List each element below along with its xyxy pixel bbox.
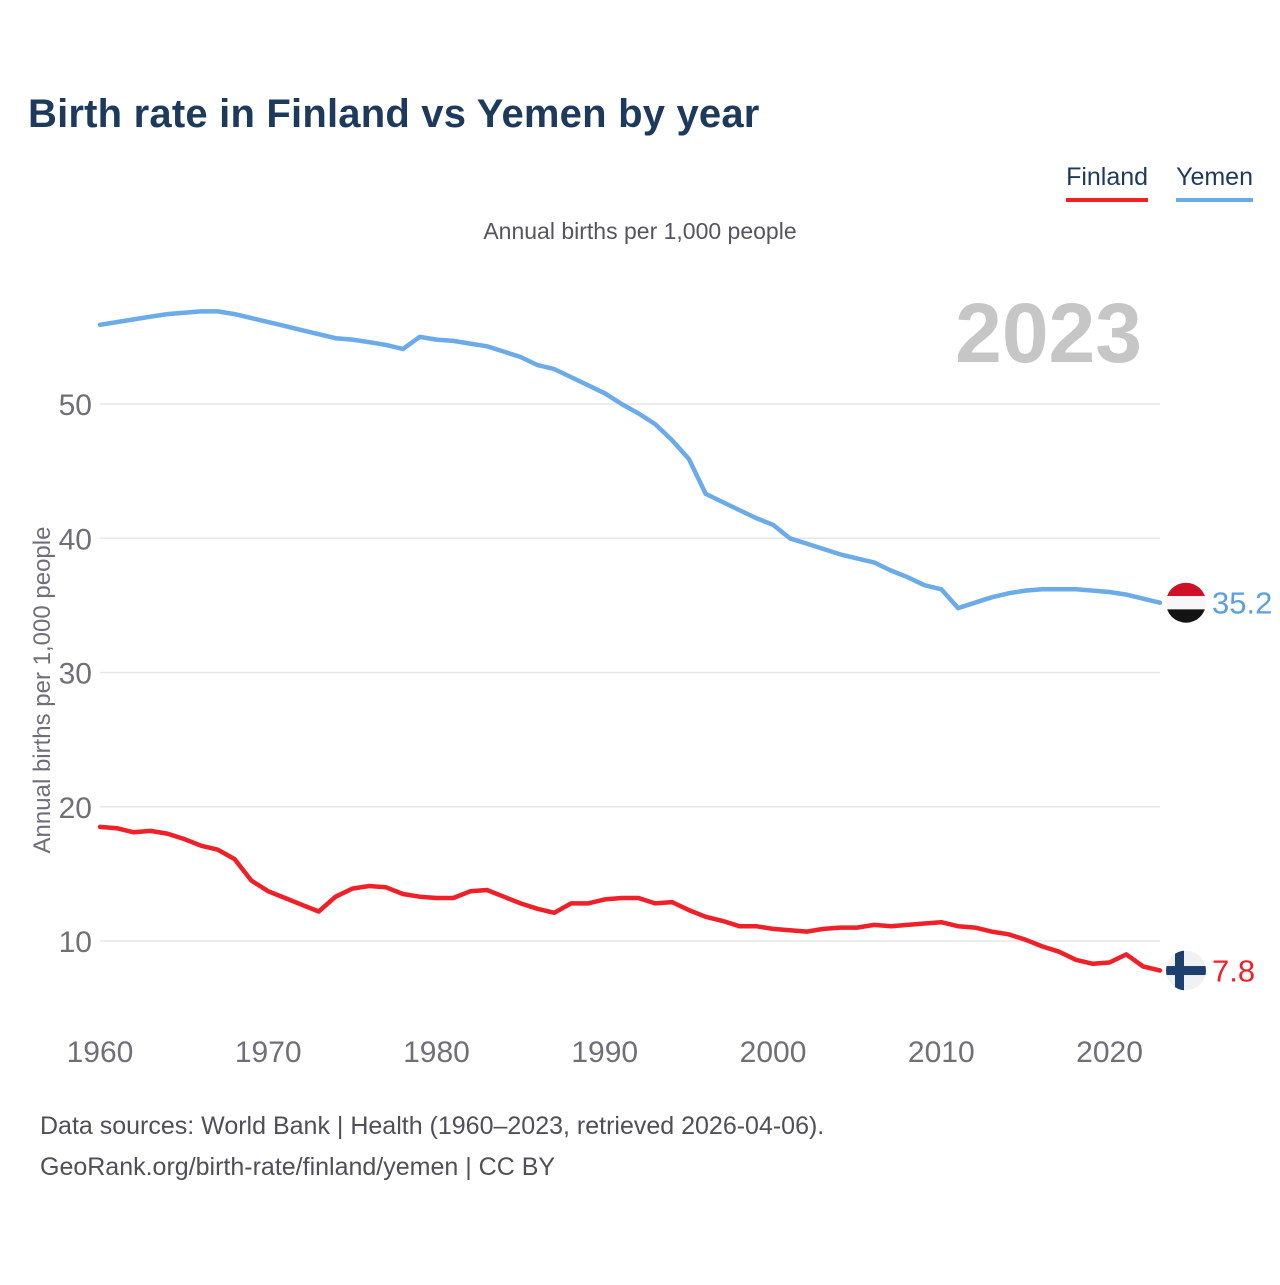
x-tick-label: 1960 bbox=[67, 1036, 134, 1069]
footer: Data sources: World Bank | Health (1960–… bbox=[40, 1106, 824, 1188]
footer-sources: Data sources: World Bank | Health (1960–… bbox=[40, 1112, 825, 1140]
y-tick-label: 10 bbox=[59, 926, 92, 959]
x-tick-label: 2020 bbox=[1076, 1036, 1143, 1069]
x-tick-label: 1980 bbox=[403, 1036, 470, 1069]
yemen-flag-icon bbox=[1166, 582, 1206, 623]
legend: Finland Yemen bbox=[1066, 163, 1253, 202]
x-tick-label: 1990 bbox=[571, 1036, 638, 1069]
chart-subtitle: Annual births per 1,000 people bbox=[483, 218, 797, 244]
footer-attribution: GeoRank.org/birth-rate/finland/yemen | C… bbox=[40, 1153, 556, 1181]
legend-item-yemen[interactable]: Yemen bbox=[1176, 163, 1253, 202]
yemen-end-value: 35.2 bbox=[1212, 586, 1272, 621]
watermark-year: 2023 bbox=[955, 286, 1142, 380]
y-tick-label: 30 bbox=[59, 658, 92, 691]
y-axis-title: Annual births per 1,000 people bbox=[29, 527, 56, 854]
y-tick-label: 50 bbox=[59, 389, 92, 422]
finland-end-value: 7.8 bbox=[1212, 954, 1255, 989]
x-tick-label: 2010 bbox=[908, 1036, 975, 1069]
finland-line bbox=[97, 824, 1163, 973]
page-title: Birth rate in Finland vs Yemen by year bbox=[28, 92, 760, 136]
y-tick-label: 40 bbox=[59, 523, 92, 556]
x-tick-label: 2000 bbox=[740, 1036, 807, 1069]
y-tick-label: 20 bbox=[59, 792, 92, 825]
finland-flag-icon bbox=[1166, 950, 1206, 991]
legend-item-finland[interactable]: Finland bbox=[1066, 163, 1149, 202]
yemen-line bbox=[97, 309, 1163, 611]
x-tick-label: 1970 bbox=[235, 1036, 302, 1069]
